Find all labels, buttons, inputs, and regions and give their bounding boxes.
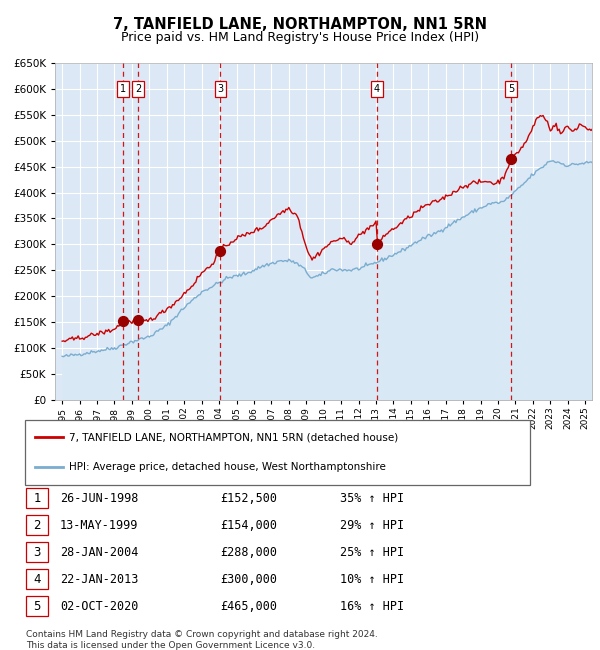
Text: £288,000: £288,000	[220, 545, 277, 558]
Text: 35% ↑ HPI: 35% ↑ HPI	[340, 491, 404, 504]
Text: HPI: Average price, detached house, West Northamptonshire: HPI: Average price, detached house, West…	[69, 462, 386, 472]
Text: 2: 2	[135, 84, 142, 94]
Text: 29% ↑ HPI: 29% ↑ HPI	[340, 519, 404, 532]
Text: Price paid vs. HM Land Registry's House Price Index (HPI): Price paid vs. HM Land Registry's House …	[121, 31, 479, 44]
Text: 4: 4	[374, 84, 380, 94]
Text: 16% ↑ HPI: 16% ↑ HPI	[340, 599, 404, 612]
Text: 7, TANFIELD LANE, NORTHAMPTON, NN1 5RN (detached house): 7, TANFIELD LANE, NORTHAMPTON, NN1 5RN (…	[69, 432, 398, 442]
Text: 5: 5	[508, 84, 514, 94]
Text: £465,000: £465,000	[220, 599, 277, 612]
Text: 2: 2	[33, 519, 41, 532]
Text: 13-MAY-1999: 13-MAY-1999	[60, 519, 139, 532]
Text: £152,500: £152,500	[220, 491, 277, 504]
Text: 7, TANFIELD LANE, NORTHAMPTON, NN1 5RN: 7, TANFIELD LANE, NORTHAMPTON, NN1 5RN	[113, 17, 487, 32]
Text: Contains HM Land Registry data © Crown copyright and database right 2024.: Contains HM Land Registry data © Crown c…	[26, 629, 378, 638]
Text: £300,000: £300,000	[220, 573, 277, 586]
Bar	[26, 515, 48, 535]
Text: 26-JUN-1998: 26-JUN-1998	[60, 491, 139, 504]
Bar	[26, 569, 48, 589]
Bar	[25, 421, 530, 485]
Text: 22-JAN-2013: 22-JAN-2013	[60, 573, 139, 586]
Text: 1: 1	[120, 84, 126, 94]
Text: 25% ↑ HPI: 25% ↑ HPI	[340, 545, 404, 558]
Point	[506, 153, 516, 164]
Point	[133, 315, 143, 325]
Text: £154,000: £154,000	[220, 519, 277, 532]
Text: 1: 1	[33, 491, 41, 504]
Text: 3: 3	[34, 545, 41, 558]
Bar	[26, 542, 48, 562]
Text: 10% ↑ HPI: 10% ↑ HPI	[340, 573, 404, 586]
Text: 02-OCT-2020: 02-OCT-2020	[60, 599, 139, 612]
Text: This data is licensed under the Open Government Licence v3.0.: This data is licensed under the Open Gov…	[26, 640, 315, 649]
Text: 3: 3	[217, 84, 224, 94]
Bar	[26, 488, 48, 508]
Text: 4: 4	[33, 573, 41, 586]
Point	[215, 245, 225, 255]
Point	[118, 315, 128, 326]
Point	[372, 239, 382, 250]
Bar	[26, 596, 48, 616]
Text: 28-JAN-2004: 28-JAN-2004	[60, 545, 139, 558]
Text: 5: 5	[34, 599, 41, 612]
